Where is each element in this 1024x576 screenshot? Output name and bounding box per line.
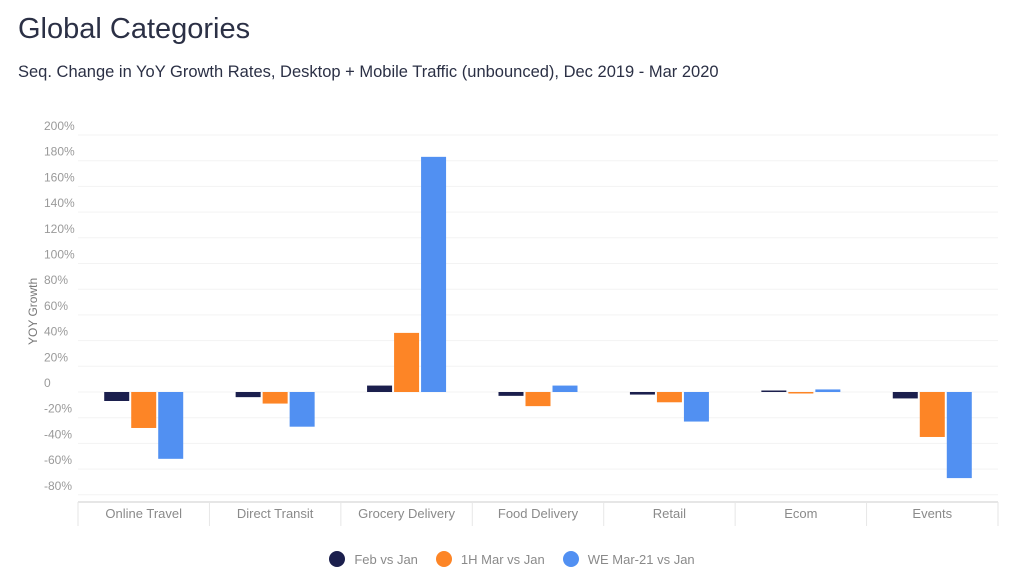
- x-tick-label: Grocery Delivery: [358, 506, 455, 521]
- y-tick-label: 160%: [44, 170, 75, 184]
- y-tick-label: 40%: [44, 325, 68, 339]
- y-tick-label: -20%: [44, 402, 72, 416]
- legend-swatch: [435, 551, 452, 567]
- bar-we-mar-21-vs-jan: [815, 389, 841, 392]
- legend-label: Feb vs Jan: [354, 551, 418, 567]
- bar-feb-vs-jan: [629, 392, 655, 395]
- x-tick-label: Direct Transit: [237, 506, 314, 521]
- x-tick-label: Retail: [653, 506, 686, 521]
- y-tick-label: 20%: [44, 350, 68, 364]
- y-tick-label: -40%: [44, 427, 72, 441]
- bar-we-mar-21-vs-jan: [421, 156, 447, 392]
- bar-1h-mar-vs-jan: [131, 392, 157, 428]
- y-tick-label: 180%: [44, 145, 75, 159]
- bar-1h-mar-vs-jan: [525, 392, 551, 407]
- x-tick-label: Events: [912, 506, 952, 521]
- x-tick-label: Ecom: [784, 506, 817, 521]
- y-tick-label: 100%: [44, 248, 75, 262]
- legend-swatch: [329, 551, 346, 567]
- bar-1h-mar-vs-jan: [656, 392, 682, 403]
- legend-label: WE Mar-21 vs Jan: [587, 551, 695, 567]
- bar-we-mar-21-vs-jan: [289, 392, 315, 427]
- bar-feb-vs-jan: [761, 390, 787, 392]
- x-tick-label: Food Delivery: [498, 506, 579, 521]
- bar-1h-mar-vs-jan: [788, 392, 814, 394]
- page-title: Global Categories: [18, 13, 251, 45]
- bar-feb-vs-jan: [104, 392, 130, 401]
- legend-item: Feb vs Jan: [329, 551, 418, 567]
- page-subtitle: Seq. Change in YoY Growth Rates, Desktop…: [18, 63, 719, 81]
- legend-label: 1H Mar vs Jan: [460, 551, 545, 567]
- y-tick-label: 80%: [44, 273, 68, 287]
- legend: Feb vs Jan 1H Mar vs Jan WE Mar-21 vs Jan: [0, 551, 1024, 567]
- bar-1h-mar-vs-jan: [919, 392, 945, 437]
- legend-swatch: [562, 551, 579, 567]
- x-tick-label: Online Travel: [105, 506, 182, 521]
- bar-we-mar-21-vs-jan: [552, 385, 578, 392]
- bar-1h-mar-vs-jan: [394, 332, 420, 392]
- y-tick-label: 140%: [44, 196, 75, 210]
- bar-feb-vs-jan: [498, 392, 524, 396]
- y-tick-label: 60%: [44, 299, 68, 313]
- bar-feb-vs-jan: [892, 392, 918, 399]
- bar-we-mar-21-vs-jan: [158, 392, 184, 459]
- y-axis-label: YOY Growth: [26, 278, 40, 345]
- y-tick-label: 0: [44, 376, 51, 390]
- y-tick-label: -60%: [44, 453, 72, 467]
- bar-we-mar-21-vs-jan: [683, 392, 709, 422]
- bar-we-mar-21-vs-jan: [946, 392, 972, 479]
- y-tick-label: 200%: [44, 119, 75, 133]
- bar-feb-vs-jan: [367, 385, 393, 392]
- bar-1h-mar-vs-jan: [262, 392, 288, 404]
- legend-item: 1H Mar vs Jan: [435, 551, 545, 567]
- legend-item: WE Mar-21 vs Jan: [562, 551, 695, 567]
- y-tick-label: 120%: [44, 222, 75, 236]
- y-tick-label: -80%: [44, 479, 72, 493]
- bar-feb-vs-jan: [235, 392, 261, 398]
